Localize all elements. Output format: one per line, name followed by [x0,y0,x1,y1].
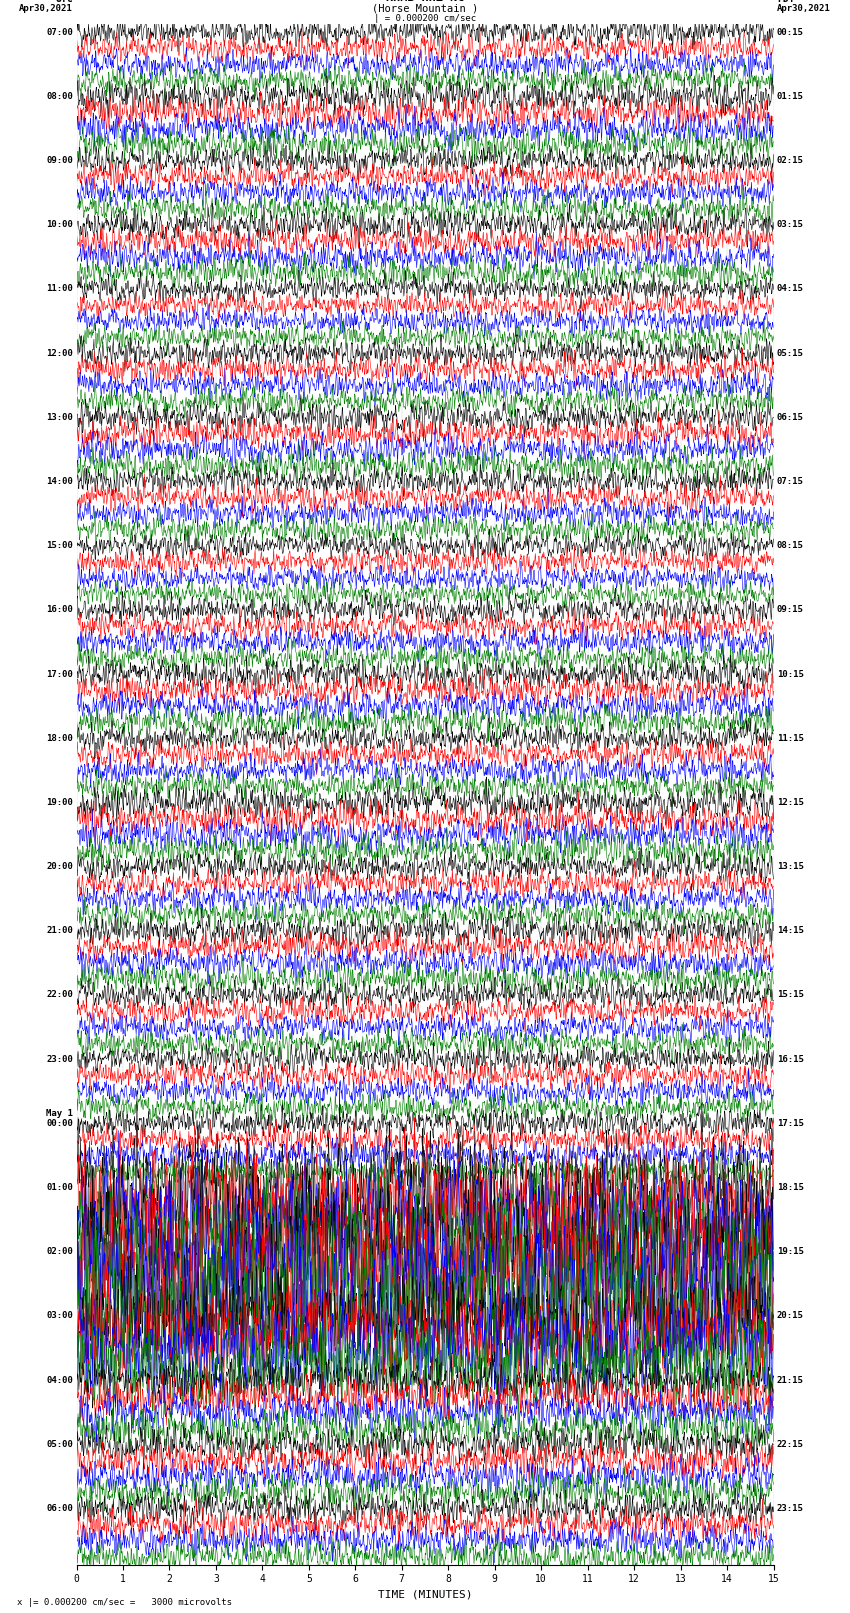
Text: 05:00: 05:00 [46,1440,73,1448]
Text: 13:00: 13:00 [46,413,73,423]
Text: 01:15: 01:15 [777,92,804,102]
Text: 10:00: 10:00 [46,221,73,229]
Text: x |= 0.000200 cm/sec =   3000 microvolts: x |= 0.000200 cm/sec = 3000 microvolts [17,1597,232,1607]
Text: 19:00: 19:00 [46,798,73,806]
Text: 18:15: 18:15 [777,1182,804,1192]
Text: 01:00: 01:00 [46,1182,73,1192]
Text: 16:15: 16:15 [777,1055,804,1063]
Text: 22:00: 22:00 [46,990,73,1000]
Text: 21:00: 21:00 [46,926,73,936]
Text: 06:15: 06:15 [777,413,804,423]
Text: PDT: PDT [777,0,795,5]
Text: 05:15: 05:15 [777,348,804,358]
Text: 15:00: 15:00 [46,542,73,550]
Text: 13:15: 13:15 [777,861,804,871]
Text: KHMB HHZ NC: KHMB HHZ NC [386,0,464,5]
Text: 03:15: 03:15 [777,221,804,229]
Text: 09:00: 09:00 [46,156,73,165]
Text: 02:00: 02:00 [46,1247,73,1257]
Text: Apr30,2021: Apr30,2021 [20,5,73,13]
Text: 04:15: 04:15 [777,284,804,294]
Text: May 1: May 1 [46,1110,73,1118]
Text: 08:00: 08:00 [46,92,73,102]
Text: 10:15: 10:15 [777,669,804,679]
Text: 20:00: 20:00 [46,861,73,871]
Text: 00:15: 00:15 [777,27,804,37]
Text: 00:00: 00:00 [46,1119,73,1127]
Text: 04:00: 04:00 [46,1376,73,1384]
Text: | = 0.000200 cm/sec: | = 0.000200 cm/sec [374,13,476,23]
Text: (Horse Mountain ): (Horse Mountain ) [371,3,478,13]
Text: 12:00: 12:00 [46,348,73,358]
X-axis label: TIME (MINUTES): TIME (MINUTES) [377,1590,473,1600]
Text: Apr30,2021: Apr30,2021 [777,5,830,13]
Text: 19:15: 19:15 [777,1247,804,1257]
Text: 21:15: 21:15 [777,1376,804,1384]
Text: 17:00: 17:00 [46,669,73,679]
Text: 23:15: 23:15 [777,1503,804,1513]
Text: UTC: UTC [55,0,73,5]
Text: 14:15: 14:15 [777,926,804,936]
Text: 15:15: 15:15 [777,990,804,1000]
Text: 02:15: 02:15 [777,156,804,165]
Text: 03:00: 03:00 [46,1311,73,1321]
Text: 16:00: 16:00 [46,605,73,615]
Text: 11:00: 11:00 [46,284,73,294]
Text: 07:15: 07:15 [777,477,804,486]
Text: 14:00: 14:00 [46,477,73,486]
Text: 08:15: 08:15 [777,542,804,550]
Text: 18:00: 18:00 [46,734,73,742]
Text: 23:00: 23:00 [46,1055,73,1063]
Text: 07:00: 07:00 [46,27,73,37]
Text: 22:15: 22:15 [777,1440,804,1448]
Text: 17:15: 17:15 [777,1119,804,1127]
Text: 20:15: 20:15 [777,1311,804,1321]
Text: 11:15: 11:15 [777,734,804,742]
Text: 12:15: 12:15 [777,798,804,806]
Text: 09:15: 09:15 [777,605,804,615]
Text: 06:00: 06:00 [46,1503,73,1513]
